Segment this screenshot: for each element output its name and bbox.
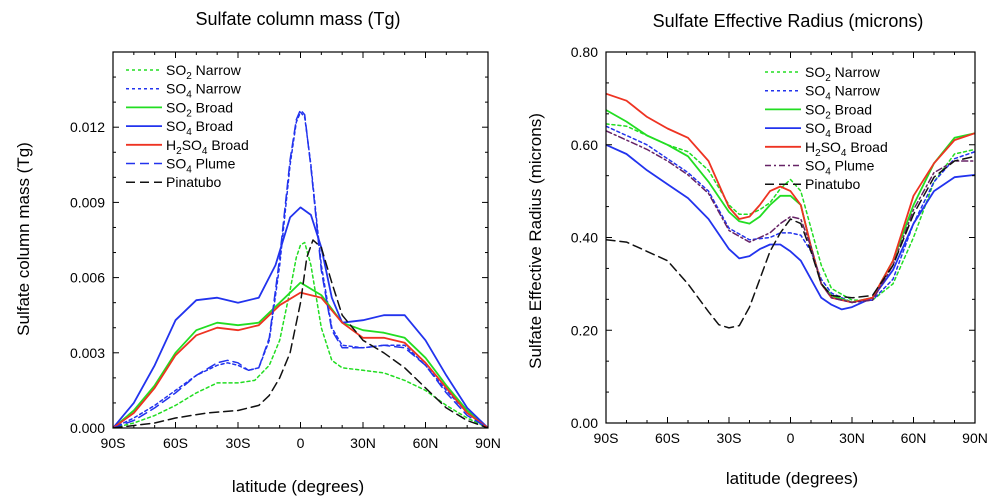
chart-title: Sulfate column mass (Tg) (195, 9, 400, 29)
panel-sulfate-effective-radius: Sulfate Effective Radius (microns) Sulfa… (526, 11, 988, 488)
legend-label: SO4 Narrow (805, 83, 881, 103)
legend-label: Pinatubo (805, 176, 860, 192)
y-tick-label: 0.80 (571, 44, 598, 60)
y-axis-label: Sulfate column mass (Tg) (14, 142, 33, 336)
series-line-so2-broad (606, 109, 975, 304)
y-tick-label: 0.40 (571, 230, 598, 246)
series-line-pinatubo (606, 155, 975, 329)
y-tick-label: 0.009 (70, 194, 105, 210)
y-tick-label: 0.60 (571, 137, 598, 153)
x-axis-label: latitude (degrees) (726, 469, 858, 488)
series-line-h2so4-broad (606, 92, 975, 304)
x-tick-label: 60S (163, 435, 188, 451)
x-axis-label: latitude (degrees) (232, 477, 364, 496)
y-tick-label: 0.012 (70, 119, 105, 135)
series-group (113, 108, 488, 428)
legend-label: SO2 Broad (805, 101, 872, 121)
series-line-h2so4-broad (113, 291, 488, 428)
panel-sulfate-column-mass: Sulfate column mass (Tg) Sulfate column … (14, 9, 501, 496)
legend-label: SO4 Broad (166, 118, 233, 138)
legend-label: Pinatubo (166, 174, 221, 190)
chart-title: Sulfate Effective Radius (microns) (653, 11, 924, 31)
x-tick-label: 0 (787, 430, 795, 446)
x-tick-label: 30N (350, 435, 376, 451)
x-tick-label: 90N (475, 435, 501, 451)
plot-frame (605, 51, 976, 424)
series-line-pinatubo (113, 239, 488, 428)
legend-label: SO2 Narrow (805, 64, 881, 84)
series-group (606, 92, 975, 329)
series-line-so4-broad (606, 143, 975, 311)
x-tick-label: 30S (226, 435, 251, 451)
legend-label: SO4 Plume (805, 158, 875, 178)
y-axis-label: Sulfate Effective Radius (microns) (526, 113, 545, 369)
x-tick-label: 0 (297, 435, 305, 451)
series-line-so2-broad (113, 281, 488, 428)
y-tick-label: 0.006 (70, 270, 105, 286)
x-tick-label: 60S (655, 430, 680, 446)
x-tick-label: 30N (839, 430, 865, 446)
legend-label: SO2 Narrow (166, 62, 242, 82)
y-tick-label: 0.000 (70, 420, 105, 436)
x-tick-label: 90N (962, 430, 988, 446)
y-tick-label: 0.00 (571, 415, 598, 431)
series-line-so2-narrow (606, 123, 975, 301)
x-tick-label: 90S (101, 435, 126, 451)
series-line-so4-plume (113, 108, 488, 428)
legend-label: SO4 Plume (166, 156, 236, 176)
x-tick-label: 60N (901, 430, 927, 446)
legend-label: H2SO4 Broad (166, 137, 249, 157)
legend-label: SO2 Broad (166, 99, 233, 119)
series-line-so4-plume (606, 130, 975, 304)
legend-label: SO4 Broad (805, 120, 872, 140)
series-line-so2-narrow (113, 241, 488, 428)
x-tick-label: 30S (717, 430, 742, 446)
series-line-so4-broad (113, 206, 488, 428)
x-tick-label: 90S (594, 430, 619, 446)
x-tick-label: 60N (413, 435, 439, 451)
y-tick-label: 0.003 (70, 345, 105, 361)
legend-label: H2SO4 Broad (805, 139, 888, 159)
series-line-so4-narrow (113, 111, 488, 428)
legend-label: SO4 Narrow (166, 81, 242, 101)
series-line-so4-narrow (606, 125, 975, 304)
y-tick-label: 0.20 (571, 322, 598, 338)
